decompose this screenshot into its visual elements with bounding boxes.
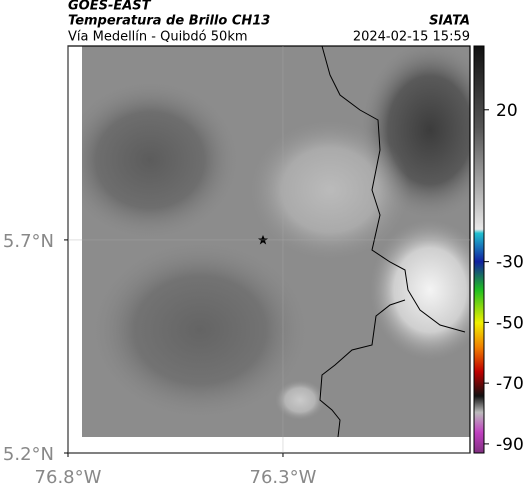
boundary — [319, 45, 466, 438]
x-tick-label: 76.8°W — [35, 467, 102, 488]
subtitle: Temperatura de Brillo CH13 — [68, 14, 270, 29]
x-tick-label: 76.3°W — [250, 467, 317, 488]
title: GOES-EAST — [68, 0, 152, 14]
satellite-image — [82, 46, 470, 437]
colorbar-tick-label: -70 — [496, 374, 524, 394]
colorbar-tick-label: -30 — [496, 253, 524, 273]
y-tick-label: 5.7°N — [3, 231, 54, 252]
datetime: 2024-02-15 15:59 — [353, 30, 470, 45]
y-tick-label: 5.2°N — [3, 444, 54, 465]
colorbar-tick-label: 20 — [496, 101, 518, 121]
source: SIATA — [429, 14, 470, 29]
colorbar — [473, 45, 485, 454]
colorbar-tick-label: -50 — [496, 313, 524, 333]
colorbar-tick-label: -90 — [496, 435, 524, 455]
location: Vía Medellín - Quibdó 50km — [68, 30, 248, 45]
